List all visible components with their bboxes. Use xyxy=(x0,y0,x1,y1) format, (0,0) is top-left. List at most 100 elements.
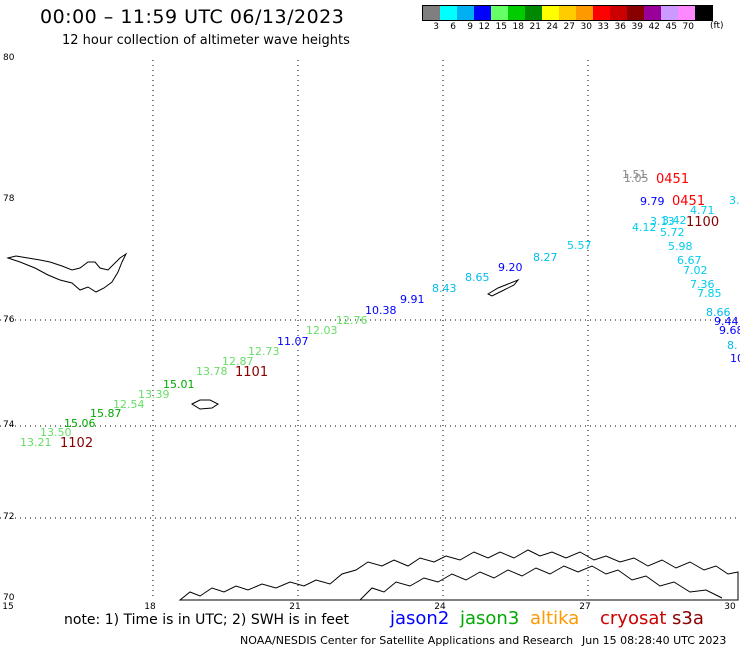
kola-peninsula-coast xyxy=(359,565,723,601)
wave-height-label: 5.57 xyxy=(567,239,592,252)
lon-tick-label: 30 xyxy=(724,602,736,612)
wave-height-label: 15.87 xyxy=(90,407,122,420)
wave-height-label: 13.21 xyxy=(20,436,52,449)
svalbard-coast xyxy=(6,252,128,293)
legend-swatch xyxy=(627,6,644,20)
wave-height-label: 8.27 xyxy=(533,251,558,264)
legend-swatch xyxy=(678,6,695,20)
legend-swatch xyxy=(457,6,474,20)
wave-height-label: 13.78 xyxy=(196,365,228,378)
wave-height-label: 7.02 xyxy=(683,264,708,277)
pass-time-label: 1102 xyxy=(60,436,93,451)
legend-label: 24 xyxy=(546,22,558,32)
satellite-name: altika xyxy=(530,608,580,629)
satellite-name: s3a xyxy=(672,608,704,629)
legend-swatch xyxy=(423,6,440,20)
legend-label: 36 xyxy=(614,22,626,32)
wave-height-label: 4.71 xyxy=(690,204,715,217)
lon-tick-label: 15 xyxy=(2,602,13,612)
lon-tick-label: 21 xyxy=(289,602,300,612)
legend-swatches xyxy=(422,5,713,21)
lat-tick-label: 72 xyxy=(3,512,14,522)
legend-labels: 3 6 9 12 15 18 21 24 27 30 33 36 39 42 45 70 xyxy=(422,22,713,32)
wave-height-label: 9.68 xyxy=(719,324,740,337)
wave-height-label: 15.06 xyxy=(64,417,96,430)
legend-swatch xyxy=(610,6,627,20)
lon-tick-label: 24 xyxy=(434,602,446,612)
pass-time-label: 1100 xyxy=(686,215,719,230)
lat-tick-label: 80 xyxy=(3,53,15,63)
wave-height-label: 10.38 xyxy=(365,304,397,317)
legend-swatch xyxy=(593,6,610,20)
satellite-name: cryosat xyxy=(600,608,667,629)
wave-height-label: 3. xyxy=(729,194,740,207)
legend-swatch xyxy=(695,6,712,20)
legend-label: 9 xyxy=(467,22,473,32)
wave-height-label: 12.87 xyxy=(222,355,254,368)
legend-swatch xyxy=(559,6,576,20)
norway-coast xyxy=(178,549,739,601)
wave-height-label: 1.51 xyxy=(622,168,647,181)
wave-height-label: 12.54 xyxy=(113,398,145,411)
legend-label: 30 xyxy=(580,22,592,32)
wave-height-label: 8.65 xyxy=(465,271,490,284)
satellite-name: jason3 xyxy=(460,608,520,629)
lat-tick-label: 76 xyxy=(3,315,15,325)
wave-height-label: 13.50 xyxy=(40,426,72,439)
legend-swatch xyxy=(508,6,525,20)
wave-height-observations: 13.2113.5015.0615.8712.5413.3915.0113.78… xyxy=(20,168,740,449)
legend-swatch xyxy=(576,6,593,20)
color-legend: 3 6 9 12 15 18 21 24 27 30 33 36 39 42 45 70 (ft) xyxy=(422,5,724,32)
footer-center-name: NOAA/NESDIS Center for Satellite Applica… xyxy=(240,634,574,647)
legend-label: 39 xyxy=(631,22,643,32)
wave-height-label: 9.91 xyxy=(400,293,425,306)
map-subtitle: 12 hour collection of altimeter wave hei… xyxy=(62,33,350,48)
wave-height-label: 7.85 xyxy=(697,287,722,300)
legend-label: 33 xyxy=(597,22,609,32)
satellite-name: jason2 xyxy=(390,608,450,629)
legend-label: 18 xyxy=(512,22,524,32)
legend-unit: (ft) xyxy=(710,21,724,31)
wave-height-label: 12.73 xyxy=(248,345,280,358)
wave-height-label: 3.42 xyxy=(662,214,687,227)
pass-time-label: 0451 xyxy=(672,194,705,209)
legend-label: 3 xyxy=(433,22,439,32)
wave-height-label: 3.13 xyxy=(650,215,675,228)
legend-label: 21 xyxy=(529,22,541,32)
legend-swatch xyxy=(542,6,559,20)
wave-height-label: 13.39 xyxy=(138,388,170,401)
legend-label: 27 xyxy=(563,22,575,32)
legend-label: 45 xyxy=(665,22,677,32)
wave-height-label: 11.07 xyxy=(277,335,309,348)
lat-tick-label: 70 xyxy=(3,593,15,603)
wave-height-label: 5.98 xyxy=(668,240,693,253)
wave-height-label: 8.66 xyxy=(706,306,731,319)
legend-swatch xyxy=(644,6,661,20)
wave-height-label: 4.12 xyxy=(632,221,657,234)
legend-label: 42 xyxy=(648,22,660,32)
pass-time-label: 1101 xyxy=(235,365,268,380)
pass-time-labels: 1102 1101 0451 0451 1100 xyxy=(60,172,719,451)
pass-time-label: 0451 xyxy=(656,172,689,187)
wave-height-label: 9.20 xyxy=(498,261,523,274)
lat-tick-label: 78 xyxy=(3,194,15,204)
wave-height-label: 15.01 xyxy=(163,378,195,391)
lon-tick-label: 18 xyxy=(144,602,156,612)
coastline xyxy=(6,252,739,601)
lat-tick-label: 74 xyxy=(3,420,15,430)
legend-swatch xyxy=(525,6,542,20)
legend-label: 12 xyxy=(478,22,490,32)
legend-swatch xyxy=(491,6,508,20)
wave-height-label: 9.44 xyxy=(714,315,739,328)
wave-height-label: 9.79 xyxy=(640,195,665,208)
wave-height-label: 10 xyxy=(730,352,740,365)
map-title: 00:00 – 11:59 UTC 06/13/2023 xyxy=(40,6,345,28)
legend-label: 15 xyxy=(495,22,507,32)
legend-label: 6 xyxy=(450,22,456,32)
wave-height-label: 12.03 xyxy=(306,324,338,337)
grid xyxy=(0,60,740,600)
footer-timestamp: Jun 15 08:28:40 UTC 2023 xyxy=(582,634,727,647)
wave-height-label: 7.36 xyxy=(690,278,715,291)
